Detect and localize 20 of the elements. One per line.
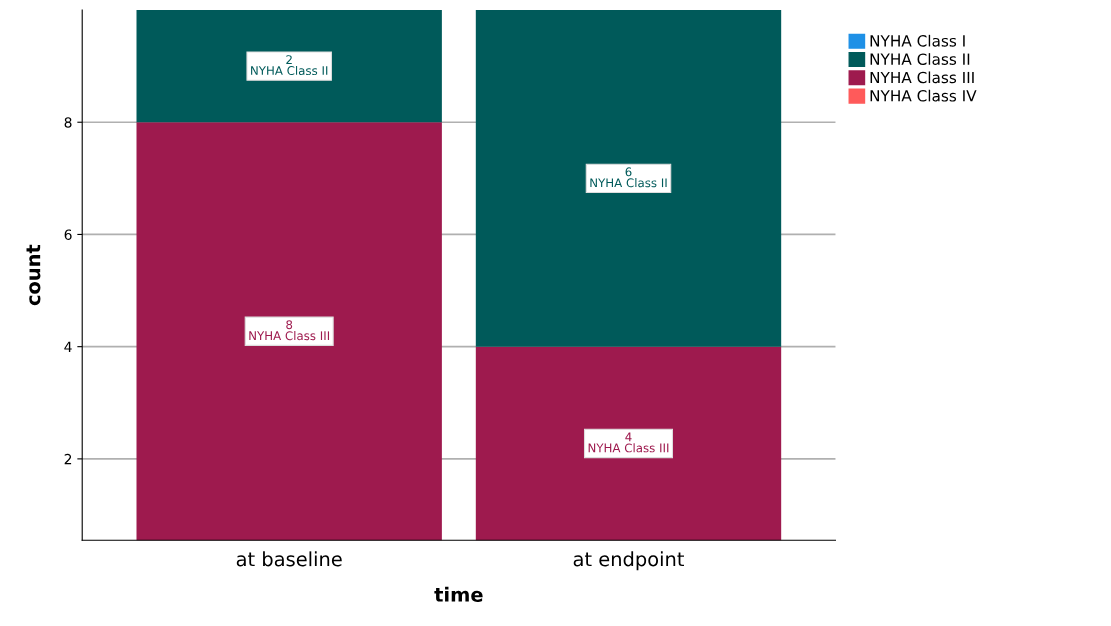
legend-label: NYHA Class III	[870, 71, 974, 84]
y-tick-label: 8	[64, 117, 72, 128]
y-tick-label: 6	[64, 229, 72, 240]
legend-label: NYHA Class II	[870, 53, 970, 65]
y-axis-title: count	[26, 244, 41, 306]
text: NYHA Class II	[590, 178, 667, 188]
text: NYHA Class III	[249, 331, 330, 341]
legend-label: NYHA Class IV	[870, 89, 977, 102]
text: NYHA Class II	[251, 65, 328, 76]
x-tick-label: at baseline	[236, 551, 342, 567]
y-tick-label: 2	[64, 453, 72, 465]
data-label: 8	[286, 320, 293, 330]
x-tick-label: at endpoint	[573, 551, 684, 571]
y-tick-label: 4	[64, 341, 72, 352]
x-axis-title: time	[434, 586, 483, 602]
data-label: 4	[625, 432, 632, 442]
data-label: 6	[625, 167, 632, 177]
legend-label: NYHA Class I	[870, 34, 965, 47]
text: NYHA Class III	[588, 443, 669, 453]
data-label: 2	[286, 55, 292, 64]
